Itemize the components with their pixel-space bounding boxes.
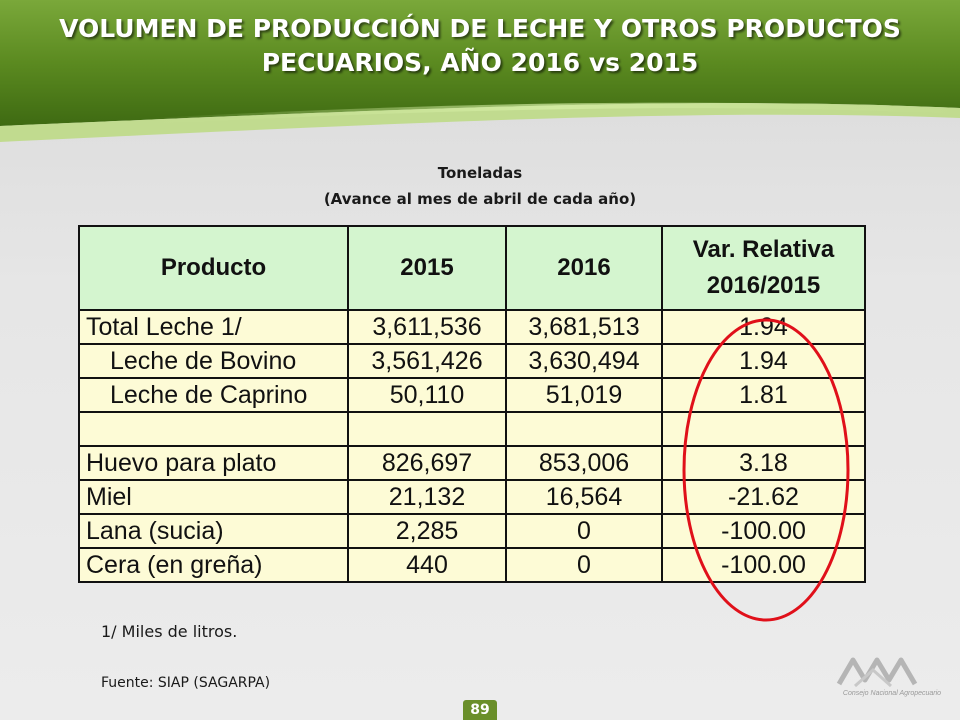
cell-product: Miel — [78, 479, 349, 515]
title-line-1: VOLUMEN DE PRODUCCIÓN DE LECHE Y OTROS P… — [59, 14, 901, 43]
cell-product — [78, 411, 349, 447]
cell-variation: -100.00 — [661, 547, 866, 583]
cell-2015 — [347, 411, 507, 447]
source-text: Fuente: SIAP (SAGARPA) — [101, 675, 271, 691]
page-title: VOLUMEN DE PRODUCCIÓN DE LECHE Y OTROS P… — [0, 12, 960, 80]
cell-variation: 1.94 — [661, 343, 866, 379]
title-line-2: PECUARIOS, AÑO 2016 vs 2015 — [261, 48, 699, 77]
cell-2015: 21,132 — [347, 479, 507, 515]
table-subtitle: Toneladas (Avance al mes de abril de cad… — [0, 160, 960, 212]
cell-product: Leche de Bovino — [78, 343, 349, 379]
cell-product: Cera (en greña) — [78, 547, 349, 583]
header-2015: 2015 — [347, 225, 507, 311]
header-var-years: 2016/2015 — [706, 272, 821, 299]
table-row: Lana (sucia) 2,285 0 -100.00 — [78, 513, 866, 549]
table-row: Total Leche 1/ 3,611,536 3,681,513 1.94 — [78, 309, 866, 345]
table-row: Cera (en greña) 440 0 -100.00 — [78, 547, 866, 583]
header-band: VOLUMEN DE PRODUCCIÓN DE LECHE Y OTROS P… — [0, 0, 960, 150]
header-var-label: Var. Relativa — [692, 236, 835, 263]
cell-product: Huevo para plato — [78, 445, 349, 481]
subtitle-units: Toneladas — [437, 164, 523, 182]
footnote: 1/ Miles de litros. — [101, 622, 238, 641]
cell-product: Leche de Caprino — [78, 377, 349, 413]
cell-2016 — [505, 411, 663, 447]
cell-2016: 3,630,494 — [505, 343, 663, 379]
cell-variation: 1.94 — [661, 309, 866, 345]
production-table: Producto 2015 2016 Var. Relativa 2016/20… — [78, 225, 866, 583]
cell-2015: 3,561,426 — [347, 343, 507, 379]
header-2016: 2016 — [505, 225, 663, 311]
cell-2015: 50,110 — [347, 377, 507, 413]
header-background — [0, 0, 960, 142]
cell-variation — [661, 411, 866, 447]
cell-variation: 3.18 — [661, 445, 866, 481]
cell-2016: 0 — [505, 513, 663, 549]
cell-2016: 3,681,513 — [505, 309, 663, 345]
header-var-relativa: Var. Relativa 2016/2015 — [661, 225, 866, 311]
cell-2016: 0 — [505, 547, 663, 583]
cell-2015: 826,697 — [347, 445, 507, 481]
cell-2016: 51,019 — [505, 377, 663, 413]
highlight-ellipse — [682, 318, 850, 622]
table-row: Miel 21,132 16,564 -21.62 — [78, 479, 866, 515]
page-number: 89 — [463, 700, 497, 720]
cell-2016: 16,564 — [505, 479, 663, 515]
table-row: Huevo para plato 826,697 853,006 3.18 — [78, 445, 866, 481]
subtitle-period: (Avance al mes de abril de cada año) — [323, 190, 637, 208]
table-row: Leche de Bovino 3,561,426 3,630,494 1.94 — [78, 343, 866, 379]
header-producto: Producto — [78, 225, 349, 311]
cell-variation: -21.62 — [661, 479, 866, 515]
cell-product: Lana (sucia) — [78, 513, 349, 549]
logo-caption: Consejo Nacional Agropecuario — [842, 690, 942, 697]
cna-logo-icon — [836, 657, 918, 688]
cell-2015: 2,285 — [347, 513, 507, 549]
cell-2016: 853,006 — [505, 445, 663, 481]
cell-product: Total Leche 1/ — [78, 309, 349, 345]
table-row-empty — [78, 411, 866, 447]
cell-2015: 3,611,536 — [347, 309, 507, 345]
table-header-row: Producto 2015 2016 Var. Relativa 2016/20… — [78, 225, 866, 311]
cell-2015: 440 — [347, 547, 507, 583]
